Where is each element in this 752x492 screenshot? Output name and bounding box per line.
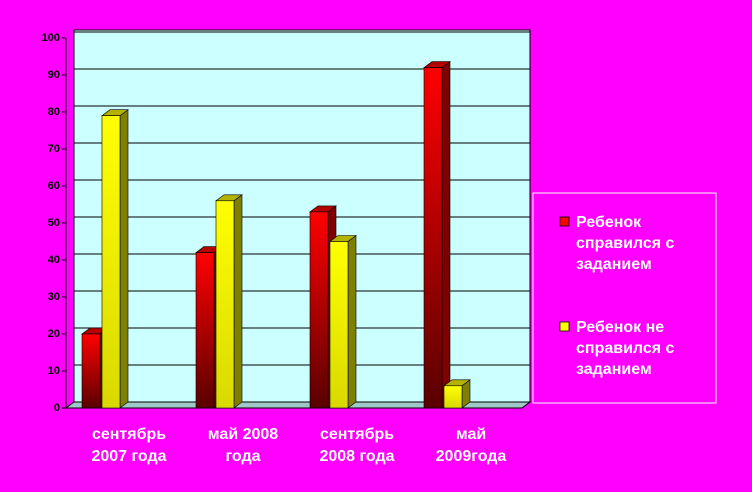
bar-front [101, 115, 121, 409]
bar-side [119, 109, 129, 409]
bar-side [441, 60, 451, 409]
legend [532, 192, 717, 404]
y-tick-label: 70 [48, 143, 60, 155]
bar-side [347, 234, 357, 409]
legend-swatch [559, 216, 570, 227]
y-tick-label: 30 [48, 291, 60, 303]
legend-label: Ребенок справился с заданием [576, 214, 675, 273]
bar-front [329, 241, 349, 409]
legend-swatch [559, 321, 570, 332]
legend-label: Ребенок не справился с заданием [576, 319, 675, 378]
y-tick-label: 20 [48, 328, 60, 340]
x-tick-label: май 2009года [436, 426, 507, 465]
bar [329, 234, 357, 409]
bar-front [215, 200, 235, 409]
y-tick-label: 40 [48, 254, 60, 266]
bar-side [233, 194, 243, 409]
bar [215, 194, 243, 409]
y-tick-label: 10 [48, 365, 60, 377]
y-tick-label: 60 [48, 180, 60, 192]
x-tick-label: сентябрь 2007 года [91, 426, 166, 465]
bar-front [443, 385, 463, 409]
bar [101, 109, 129, 409]
y-tick-label: 80 [48, 106, 60, 118]
y-tick-label: 0 [54, 402, 60, 414]
bar-front [309, 211, 329, 409]
y-tick-label: 50 [48, 217, 60, 229]
y-tick-label: 90 [48, 69, 60, 81]
y-tick-label: 100 [42, 32, 60, 44]
x-tick-label: сентябрь 2008 года [319, 426, 394, 465]
bar [443, 379, 471, 409]
bar [423, 60, 451, 409]
bar-front [81, 333, 101, 409]
bar-front [423, 67, 443, 409]
plot-area [73, 29, 531, 403]
x-tick-label: май 2008 года [208, 426, 279, 465]
bar-front [195, 252, 215, 409]
